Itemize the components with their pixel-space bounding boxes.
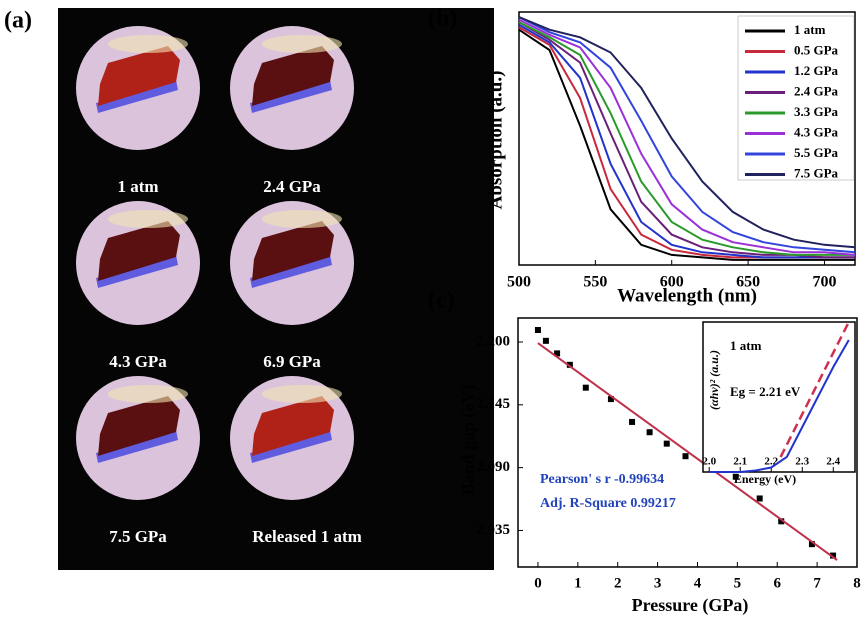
photo-caption: Released 1 atm [252,527,362,546]
x-tick-label: 2.0 [702,456,716,468]
annotation: 1 atm [730,338,762,353]
x-tick-label: 2.1 [733,456,747,468]
y-axis-label: (αhν)² (a.u.) [707,350,721,410]
x-tick-label: 650 [736,274,760,291]
crystal-edge [96,430,178,463]
y-axis-label: Absorption (a.u.) [485,71,506,210]
crystal [98,396,180,456]
photo-caption: 6.9 GPa [263,352,321,371]
data-point [682,453,689,460]
data-point [629,418,636,425]
series-line [518,18,856,256]
legend-label: 4.3 GPa [794,124,839,139]
annotation: Eg = 2.21 eV [730,384,801,399]
data-point [582,384,589,391]
series-line [518,21,855,256]
data-point [663,440,670,447]
panel-label: (c) [428,288,455,314]
legend-label: 0.5 GPa [794,42,839,57]
x-tick-label: 600 [660,274,684,291]
series-line [709,339,850,473]
legend-label: 1 atm [794,22,826,37]
legend-label: 3.3 GPa [794,104,839,119]
photo-caption: 1 atm [117,177,158,196]
x-axis-label: Energy (eV) [734,472,796,486]
data-point [646,429,653,436]
y-tick-label: 2.145 [476,396,510,412]
crystal [252,396,334,456]
glare [262,385,342,403]
photo-caption: 4.3 GPa [109,352,167,371]
x-axis-label: Wavelength (nm) [617,285,757,306]
series-line [518,23,855,259]
x-axis-label: Pressure (GPa) [632,595,749,616]
legend-label: 7.5 GPa [794,165,839,180]
data-point [566,361,573,368]
series-line [779,321,850,458]
x-tick-label: 7 [813,575,821,591]
legend-frame [737,15,855,181]
legend-label: 1.2 GPa [794,63,839,78]
series-line [518,16,856,254]
data-point [778,518,785,525]
glare [262,35,342,53]
data-point [756,495,763,502]
series-line [537,342,838,561]
photo-caption: 2.4 GPa [263,177,321,196]
data-point [542,337,549,344]
crystal-edge [250,80,332,113]
y-tick-label: 2.200 [476,333,510,349]
x-tick-label: 1 [574,575,582,591]
crystal-edge [250,255,332,288]
data-point [808,541,815,548]
x-tick-label: 0 [534,575,542,591]
y-tick-label: 2.090 [476,459,510,475]
photo-caption: 7.5 GPa [109,527,167,546]
plot-frame [518,11,856,266]
data-point [732,473,739,480]
glare [108,385,188,403]
panel-label: (a) [4,8,32,34]
y-tick-label: 2.035 [476,522,510,538]
crystal [252,221,334,281]
crystal-edge [96,80,178,113]
glare [108,210,188,228]
series-line [518,16,856,249]
y-axis-label: Band gap (eV) [458,384,479,495]
crystal [98,46,180,106]
legend-label: 5.5 GPa [794,145,839,160]
data-point [607,396,614,403]
crystal [98,221,180,281]
x-tick-label: 3 [654,575,662,591]
crystal-edge [250,430,332,463]
x-tick-label: 6 [773,575,781,591]
x-tick-label: 2 [614,575,622,591]
crystal [252,46,334,106]
annotation: Adj. R-Square 0.99217 [540,496,676,511]
plot-frame [702,321,856,473]
x-tick-label: 700 [812,274,836,291]
panel-label: (b) [428,6,457,32]
legend-label: 2.4 GPa [794,83,839,98]
data-point [554,350,561,357]
glare [262,210,342,228]
x-tick-label: 500 [507,274,531,291]
annotation: Pearson' s r -0.99634 [540,472,664,487]
data-point [534,326,541,333]
x-tick-label: 4 [694,575,702,591]
x-tick-label: 550 [583,274,607,291]
data-point [830,552,837,559]
x-tick-label: 2.2 [764,456,778,468]
crystal-edge [96,255,178,288]
x-tick-label: 2.4 [826,456,840,468]
x-tick-label: 5 [734,575,742,591]
x-tick-label: 2.3 [795,456,809,468]
x-tick-label: 8 [853,575,861,591]
series-line [518,28,855,261]
glare [108,35,188,53]
